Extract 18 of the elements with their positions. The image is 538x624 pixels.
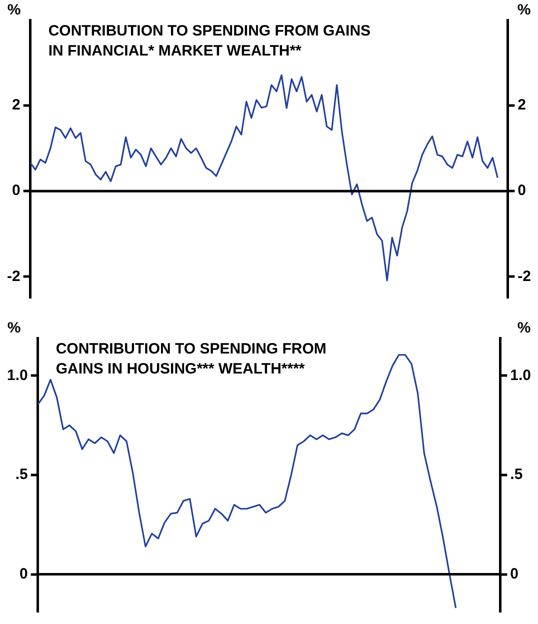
y-axis-title: % [7, 2, 21, 19]
y2-tick-label: .5 [510, 466, 523, 484]
y2-tick-label: 1.0 [510, 366, 532, 384]
y-tick-label: .5 [15, 466, 28, 484]
y2-tick-label: 2 [518, 96, 526, 114]
y-tick-label: 2 [12, 96, 20, 114]
y-tick-label: -2 [6, 268, 20, 285]
y-tick-label: 0 [20, 565, 28, 582]
y2-axis-title: % [517, 2, 531, 19]
y2-tick-label: 0 [518, 182, 526, 200]
y2-tick-label: 0 [510, 565, 518, 582]
y-tick-label: 0 [12, 182, 20, 200]
text: CONTRIBUTION TO SPENDING FROM GAINS IN HOUSING*** WEALTH**** [56, 340, 326, 378]
y-axis-title: % [7, 320, 21, 337]
y2-tick-label: -2 [518, 268, 532, 285]
text: CONTRIBUTION TO SPENDING FROM GAINS IN FINANCIAL* MARKET WEALTH** [48, 22, 371, 60]
y-tick-label: 1.0 [6, 366, 28, 384]
y2-axis-title: % [517, 320, 531, 337]
